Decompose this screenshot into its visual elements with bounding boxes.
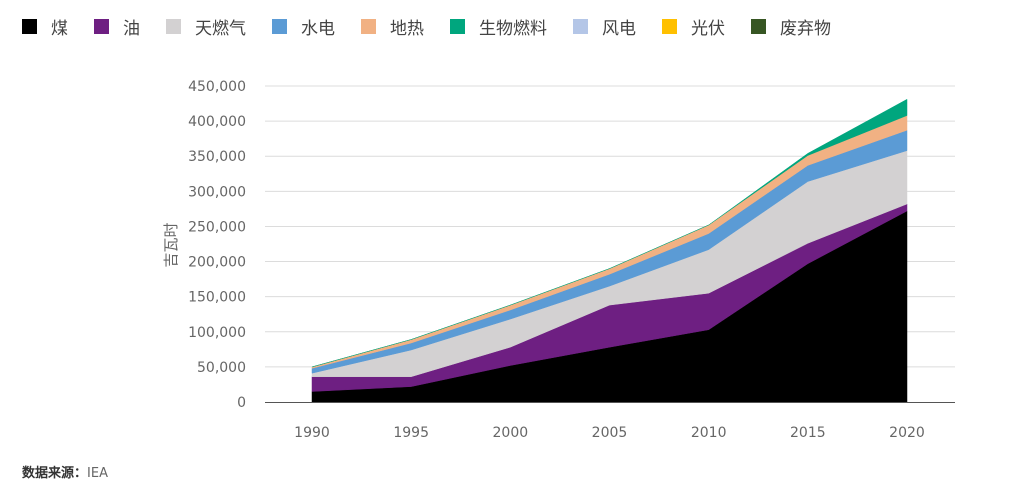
legend: 煤 油 天燃气 水电 地热 生物燃料 风电 光伏 废弃物 [22,14,857,39]
y-tick-label: 450,000 [188,79,246,95]
stacked-areas [311,98,908,403]
x-tick-label: 2000 [493,425,529,441]
legend-label: 生物燃料 [479,19,547,39]
x-tick-labels: 1990 1995 2000 2005 2010 2015 2020 [294,425,925,441]
legend-item: 油 [94,14,140,39]
y-tick-label: 300,000 [188,184,246,200]
y-tick-label: 200,000 [188,255,246,271]
y-tick-label: 0 [237,395,246,411]
y-tick-label: 400,000 [188,114,246,130]
legend-item: 废弃物 [751,14,831,39]
legend-label: 光伏 [691,19,725,39]
x-tick-label: 1990 [294,425,330,441]
legend-label: 油 [123,19,140,39]
legend-item: 天燃气 [166,14,246,39]
legend-label: 风电 [602,19,636,39]
x-tick-label: 2020 [889,425,925,441]
legend-label: 地热 [390,19,424,39]
source-note: 数据来源：IEA [22,462,108,481]
y-tick-label: 350,000 [188,149,246,165]
legend-item: 风电 [573,14,636,39]
legend-label: 水电 [301,19,335,39]
legend-swatch [272,19,287,34]
area-series [311,98,908,368]
legend-item: 煤 [22,14,68,39]
legend-swatch [573,19,588,34]
source-label: 数据来源： [22,466,88,481]
y-tick-labels: 0 50,000 100,000 150,000 200,000 250,000 300,0… [188,79,246,411]
legend-swatch [662,19,677,34]
legend-swatch [94,19,109,34]
y-tick-label: 50,000 [197,360,246,376]
x-tick-label: 1995 [393,425,429,441]
legend-swatch [450,19,465,34]
y-tick-label: 150,000 [188,290,246,306]
legend-swatch [751,19,766,34]
x-tick-label: 2010 [691,425,727,441]
legend-swatch [22,19,37,34]
legend-label: 煤 [51,19,68,39]
legend-item: 水电 [272,14,335,39]
legend-item: 地热 [361,14,424,39]
legend-label: 废弃物 [780,19,831,39]
legend-swatch [166,19,181,34]
legend-label: 天燃气 [195,19,246,39]
y-tick-label: 100,000 [188,325,246,341]
y-axis-label: 吉瓦时 [162,222,180,267]
source-value: IEA [87,466,108,481]
x-tick-label: 2015 [790,425,826,441]
legend-swatch [361,19,376,34]
x-tick-label: 2005 [592,425,628,441]
y-tick-label: 250,000 [188,219,246,235]
legend-item: 光伏 [662,14,725,39]
legend-item: 生物燃料 [450,14,547,39]
